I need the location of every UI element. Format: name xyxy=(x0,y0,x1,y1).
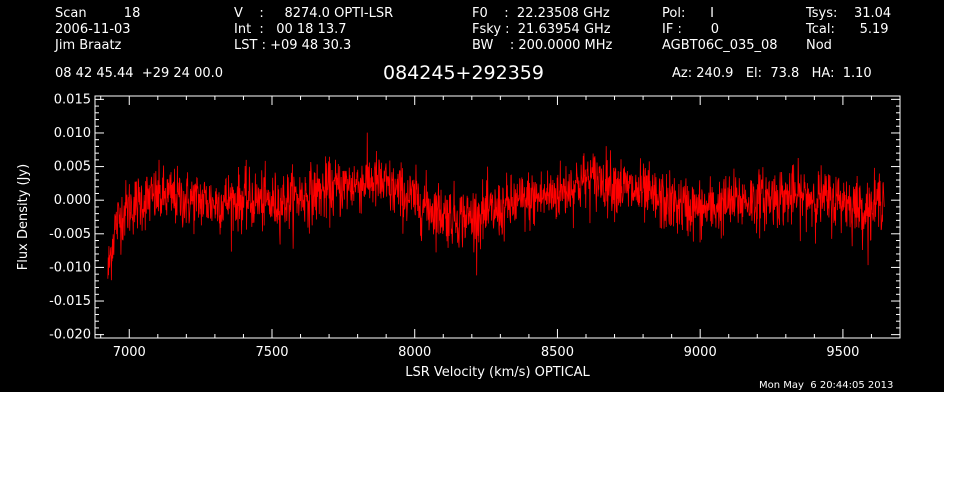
polarization-label: Pol: I xyxy=(662,6,714,21)
timestamp-footer: Mon May 6 20:44:05 2013 xyxy=(759,380,894,391)
x-tick-label: 9000 xyxy=(684,345,717,360)
spectrum-line xyxy=(107,132,885,281)
x-tick-label: 7000 xyxy=(113,345,146,360)
rest-frequency-label: F0 : 22.23508 GHz xyxy=(472,6,610,21)
x-tick-label: 7500 xyxy=(255,345,288,360)
y-tick-label: -0.010 xyxy=(49,260,91,275)
y-axis-label: Flux Density (Jy) xyxy=(16,164,31,270)
y-tick-label: 0.000 xyxy=(54,193,91,208)
scan-label: Scan 18 xyxy=(55,6,141,21)
plot-axes xyxy=(94,95,901,339)
coordinates-label: 08 42 45.44 +29 24 00.0 xyxy=(55,66,224,81)
x-tick-label: 8500 xyxy=(541,345,574,360)
lst-label: LST : +09 48 30.3 xyxy=(234,38,352,53)
date-label: 2006-11-03 xyxy=(55,22,131,37)
y-tick-label: -0.005 xyxy=(49,227,91,242)
velocity-label: V : 8274.0 OPTI-LSR xyxy=(234,6,394,21)
y-tick-label: 0.010 xyxy=(54,126,91,141)
x-tick-label: 8000 xyxy=(398,345,431,360)
y-tick-label: -0.020 xyxy=(49,328,91,343)
bandwidth-label: BW : 200.0000 MHz xyxy=(472,38,613,53)
axis-labels: 7000 7500 8000 8500 9000 9500 -0.020 -0.015 -0.0… xyxy=(16,92,859,380)
y-tick-label: 0.005 xyxy=(54,160,91,175)
source-name: 084245+292359 xyxy=(383,62,544,84)
project-label: AGBT06C_035_08 xyxy=(662,38,778,53)
plot-window: Scan 18 2006-11-03 Jim Braatz V : 8274.0… xyxy=(0,0,944,392)
observer-label: Jim Braatz xyxy=(55,38,122,53)
x-tick-label: 9500 xyxy=(826,345,859,360)
sky-frequency-label: Fsky : 21.63954 GHz xyxy=(472,22,611,37)
y-tick-label: 0.015 xyxy=(54,92,91,107)
if-label: IF : 0 xyxy=(662,22,720,37)
spectrum-plot: 7000 7500 8000 8500 9000 9500 -0.020 -0.015 -0.0… xyxy=(16,92,901,380)
y-tick-label: -0.015 xyxy=(49,294,91,309)
spectrum-trace xyxy=(107,132,885,281)
tcal-label: Tcal: 5.19 xyxy=(806,22,889,37)
plot-frame xyxy=(94,95,901,339)
tsys-label: Tsys: 31.04 xyxy=(806,6,892,21)
integration-label: Int : 00 18 13.7 xyxy=(234,22,347,37)
procedure-label: Nod xyxy=(806,38,832,53)
x-axis-label: LSR Velocity (km/s) OPTICAL xyxy=(405,365,590,380)
az-el-ha-label: Az: 240.9 El: 73.8 HA: 1.10 xyxy=(672,66,872,81)
